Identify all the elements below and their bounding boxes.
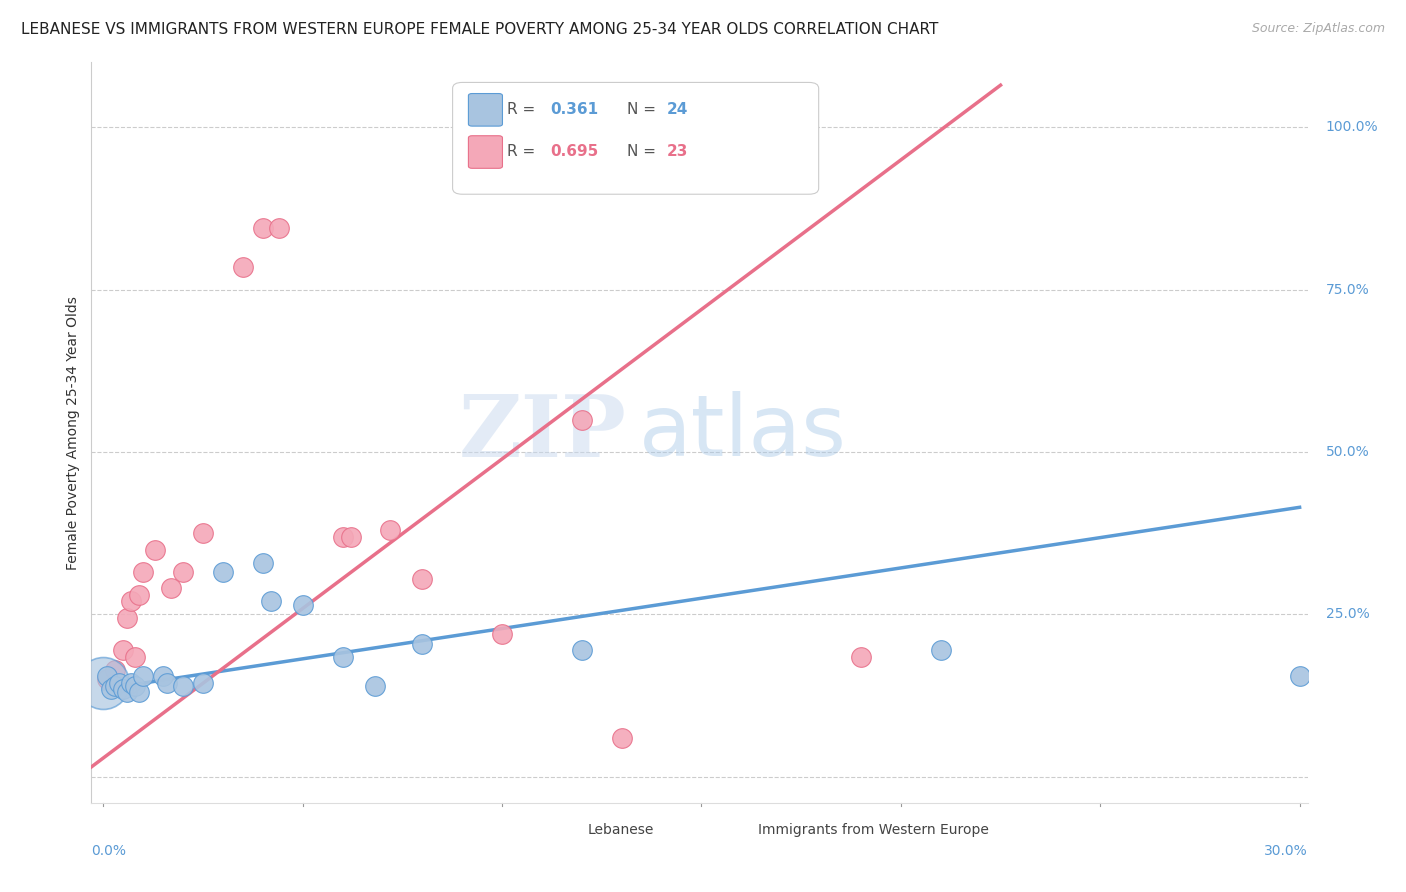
Point [104,663,127,677]
Point [380,523,402,537]
Point [156,675,179,690]
Point [339,529,361,543]
FancyBboxPatch shape [468,136,502,169]
Text: Lebanese: Lebanese [588,823,654,838]
Point [363,679,385,693]
Point [132,566,155,580]
Point [96,673,118,687]
Point [232,260,254,274]
Text: 75.0%: 75.0% [1326,283,1369,297]
Text: 23: 23 [666,144,688,159]
Point [117,611,139,625]
Text: N =: N = [627,144,661,159]
Text: 0.695: 0.695 [550,144,598,159]
Point [128,685,150,699]
Point [252,556,274,570]
Point [152,669,174,683]
Text: Immigrants from Western Europe: Immigrants from Western Europe [758,823,988,838]
Point [571,643,593,657]
Point [491,627,513,641]
Point [93,675,115,690]
Point [160,582,183,596]
Point [132,669,155,683]
Point [252,221,274,235]
Text: LEBANESE VS IMMIGRANTS FROM WESTERN EUROPE FEMALE POVERTY AMONG 25-34 YEAR OLDS : LEBANESE VS IMMIGRANTS FROM WESTERN EURO… [21,22,938,37]
Point [143,542,166,557]
Point [100,682,122,697]
Point [124,679,146,693]
Text: Source: ZipAtlas.com: Source: ZipAtlas.com [1251,22,1385,36]
Point [571,412,593,426]
Point [96,669,118,683]
Point [120,594,142,608]
Text: R =: R = [508,144,540,159]
Point [929,643,952,657]
Point [112,643,135,657]
Point [112,682,135,697]
FancyBboxPatch shape [453,82,818,194]
Point [172,566,194,580]
Text: N =: N = [627,102,661,117]
Text: 0.0%: 0.0% [91,844,127,857]
Text: 50.0%: 50.0% [1326,445,1369,459]
Point [124,649,146,664]
Point [191,675,214,690]
Point [260,594,283,608]
Text: ZIP: ZIP [458,391,627,475]
Point [332,649,354,664]
Point [849,649,872,664]
Point [108,675,131,690]
Point [332,529,354,543]
Point [1288,669,1310,683]
Point [291,598,314,612]
FancyBboxPatch shape [468,94,502,126]
Point [117,685,139,699]
FancyBboxPatch shape [721,817,754,844]
Point [212,566,235,580]
Text: 30.0%: 30.0% [1264,844,1308,857]
Point [411,637,433,651]
FancyBboxPatch shape [551,817,582,844]
Point [610,731,633,745]
Point [191,526,214,541]
Point [104,679,127,693]
Point [411,572,433,586]
Point [120,675,142,690]
Y-axis label: Female Poverty Among 25-34 Year Olds: Female Poverty Among 25-34 Year Olds [66,295,80,570]
Text: R =: R = [508,102,540,117]
Point [267,221,290,235]
Text: 25.0%: 25.0% [1326,607,1369,622]
Point [128,588,150,602]
Text: 24: 24 [666,102,688,117]
Text: atlas: atlas [638,391,846,475]
Text: 100.0%: 100.0% [1326,120,1378,135]
Text: 0.361: 0.361 [550,102,598,117]
Point [172,679,194,693]
